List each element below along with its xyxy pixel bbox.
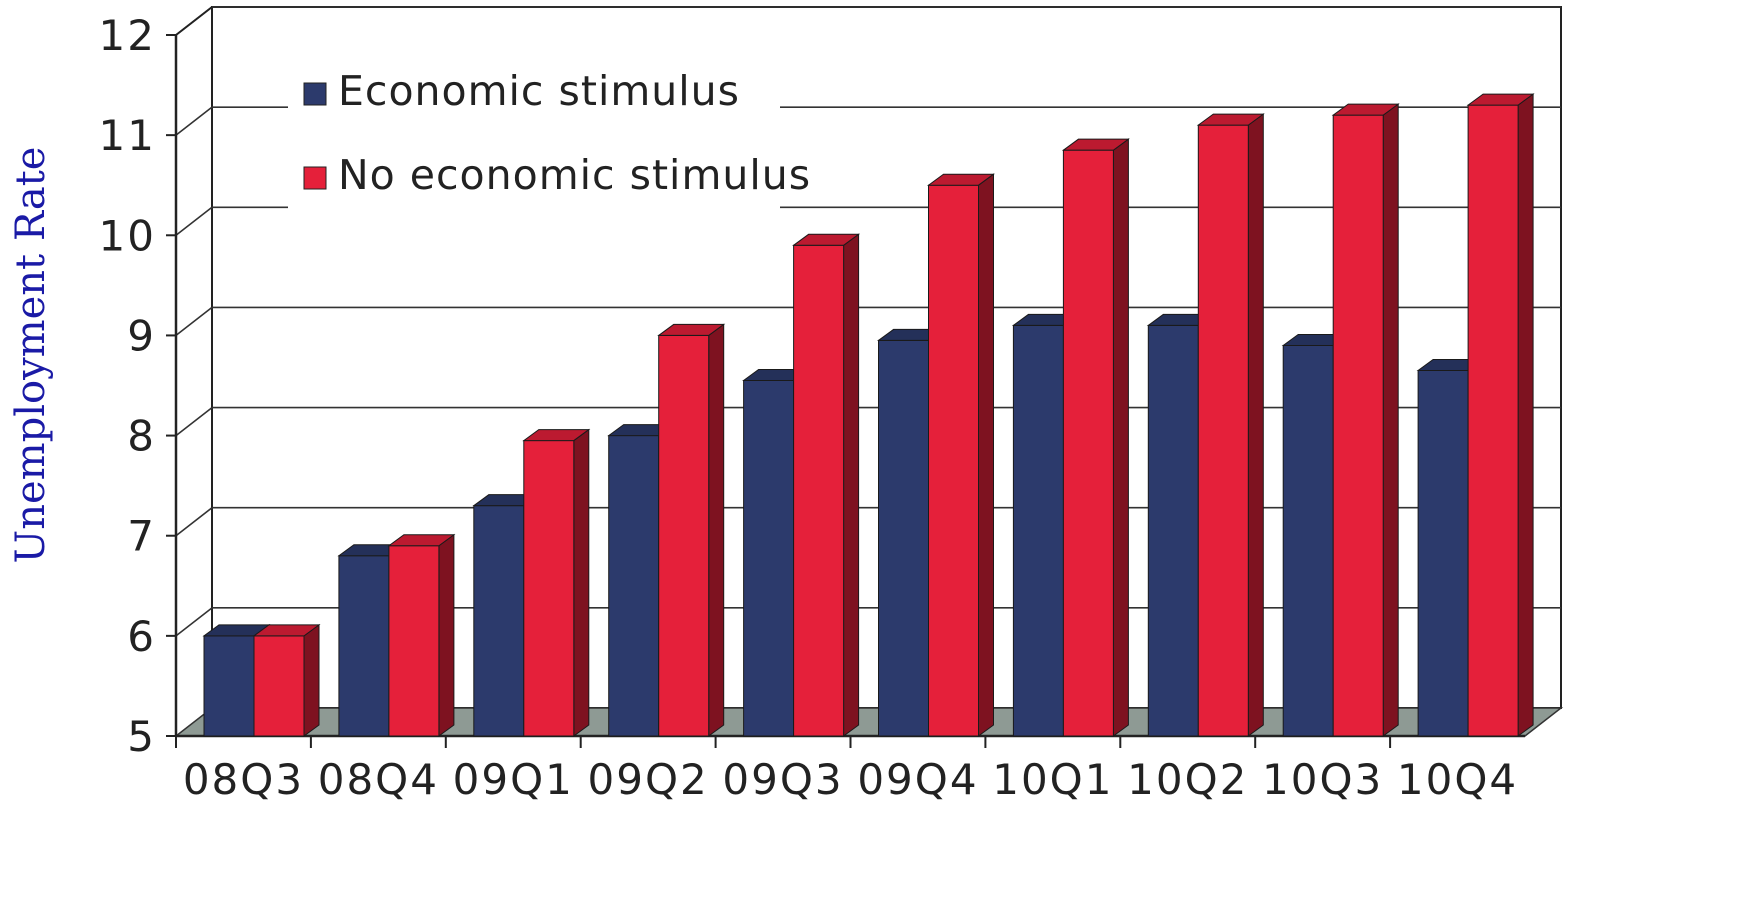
gridline-side	[175, 406, 213, 437]
gridline-side	[175, 206, 213, 236]
y-tick-label: 11	[99, 111, 156, 160]
y-tick-label: 7	[127, 512, 156, 561]
legend-label: Economic stimulus	[338, 67, 740, 115]
bar-no-economic-stimulus	[657, 323, 726, 737]
legend-swatch	[303, 82, 327, 106]
bar-no-economic-stimulus	[522, 428, 591, 737]
bar-no-economic-stimulus	[387, 533, 456, 737]
gridline-side	[175, 607, 213, 637]
legend-swatch	[303, 166, 327, 190]
legend-label: No economic stimulus	[338, 151, 811, 199]
x-tick-label: 08Q3	[183, 755, 304, 804]
x-tick-label: 09Q2	[588, 755, 709, 804]
bar-no-economic-stimulus	[1061, 138, 1130, 737]
x-tick-label: 08Q4	[318, 755, 439, 804]
gridline-side	[175, 306, 213, 337]
x-tick-label: 10Q2	[1127, 755, 1248, 804]
x-tick-label: 09Q1	[453, 755, 574, 804]
y-tick-label: 5	[127, 712, 156, 761]
y-tick-label: 9	[127, 311, 156, 360]
x-tick-label: 10Q3	[1262, 755, 1383, 804]
bar-no-economic-stimulus	[1196, 113, 1265, 737]
gridline-side	[175, 106, 213, 136]
bar-no-economic-stimulus	[1331, 103, 1400, 737]
bar-no-economic-stimulus	[252, 623, 321, 737]
y-tick-label: 10	[99, 211, 156, 260]
x-tick-label: 10Q1	[992, 755, 1113, 804]
gridline-side	[175, 507, 213, 537]
y-tick-label: 12	[99, 11, 156, 60]
bar-no-economic-stimulus	[1466, 93, 1535, 737]
legend-box	[288, 62, 780, 212]
bar-no-economic-stimulus	[792, 233, 861, 737]
y-axis-top-edge	[175, 6, 213, 36]
y-axis-label: Unemployment Rate	[8, 147, 54, 564]
x-tick-label: 09Q3	[722, 755, 843, 804]
bar-no-economic-stimulus	[926, 173, 996, 737]
y-tick-label: 6	[127, 612, 156, 661]
x-tick-label: 10Q4	[1397, 755, 1518, 804]
y-tick-label: 8	[127, 412, 156, 461]
x-tick-label: 09Q4	[857, 755, 978, 804]
